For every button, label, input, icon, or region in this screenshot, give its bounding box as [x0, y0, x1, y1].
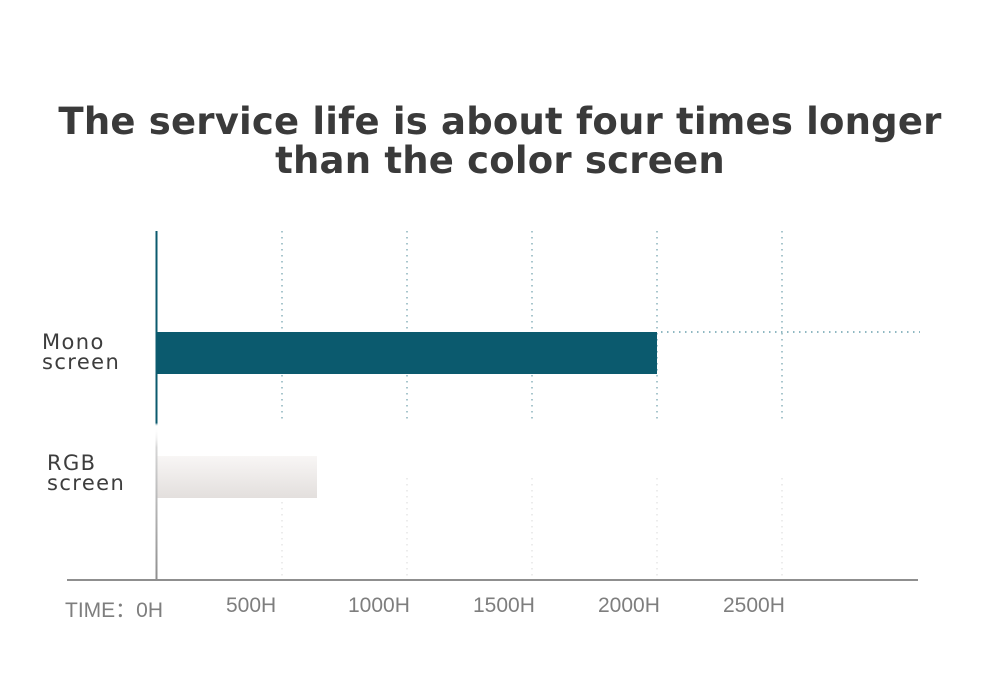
category-label-rgb-line-2: screen [47, 471, 126, 495]
x-tick-label-500: 500H [226, 594, 277, 617]
bar-rgb-screen [157, 456, 317, 498]
chart-title-line-1: The service life is about four times lon… [58, 100, 942, 143]
y-axis-line [155, 231, 158, 580]
category-label-mono-line-2: screen [42, 350, 121, 374]
bar-mono-screen [157, 332, 657, 374]
x-tick-label-0: TIME：0H [65, 599, 164, 622]
category-label-mono-line-1: Mono [42, 330, 105, 354]
category-label-rgb: RGB screen [47, 451, 126, 495]
x-tick-label-2500: 2500H [723, 594, 785, 617]
gridlines [281, 231, 783, 578]
chart-title: The service life is about four times lon… [0, 102, 1000, 180]
category-label-mono: Mono screen [42, 330, 121, 374]
x-tick-label-2000: 2000H [598, 594, 660, 617]
x-tick-label-1500: 1500H [473, 594, 535, 617]
x-tick-label-1000: 1000H [348, 594, 410, 617]
chart-title-line-2: than the color screen [275, 139, 725, 182]
category-label-rgb-line-1: RGB [47, 451, 97, 475]
